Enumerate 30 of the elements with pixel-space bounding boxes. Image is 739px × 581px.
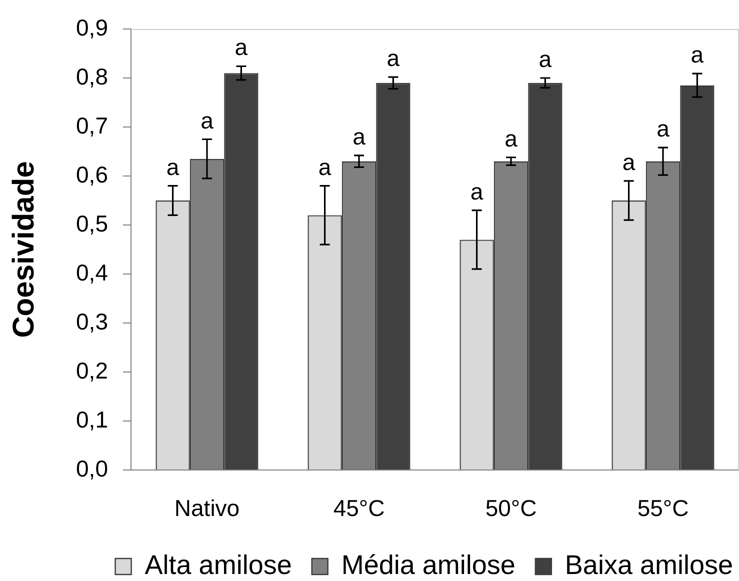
data-label: a xyxy=(234,34,248,60)
y-tick-label: 0,1 xyxy=(76,406,108,432)
data-label: a xyxy=(318,154,332,180)
y-tick-label: 0,0 xyxy=(76,455,108,482)
data-label: a xyxy=(690,42,704,68)
y-tick-label: 0,8 xyxy=(76,63,108,90)
y-tick-label: 0,9 xyxy=(76,14,108,40)
y-tick-label: 0,2 xyxy=(76,357,108,384)
data-label: a xyxy=(200,107,214,134)
x-tick-label: 50°C xyxy=(485,495,537,522)
legend-label: Baixa amilose xyxy=(564,550,733,580)
legend-label: Alta amilose xyxy=(144,550,292,580)
x-tick-label: 45°C xyxy=(333,495,385,522)
y-tick-label: 0,7 xyxy=(76,112,108,138)
data-label: a xyxy=(656,116,670,142)
data-label: a xyxy=(622,148,636,175)
x-tick-label: 55°C xyxy=(637,495,689,522)
data-label: a xyxy=(470,178,484,204)
y-tick-label: 0,6 xyxy=(76,161,108,188)
y-tick-label: 0,3 xyxy=(76,308,108,334)
data-label: a xyxy=(504,125,518,152)
x-tick-label: Nativo xyxy=(174,495,240,522)
legend-label: Média amilose xyxy=(341,550,516,580)
data-label: a xyxy=(352,123,366,150)
data-label: a xyxy=(166,154,180,180)
y-tick-label: 0,4 xyxy=(76,259,108,286)
data-label: a xyxy=(386,45,400,72)
data-label: a xyxy=(538,46,552,72)
y-tick-label: 0,5 xyxy=(76,210,108,236)
y-axis-title: Coesividade xyxy=(7,161,40,338)
